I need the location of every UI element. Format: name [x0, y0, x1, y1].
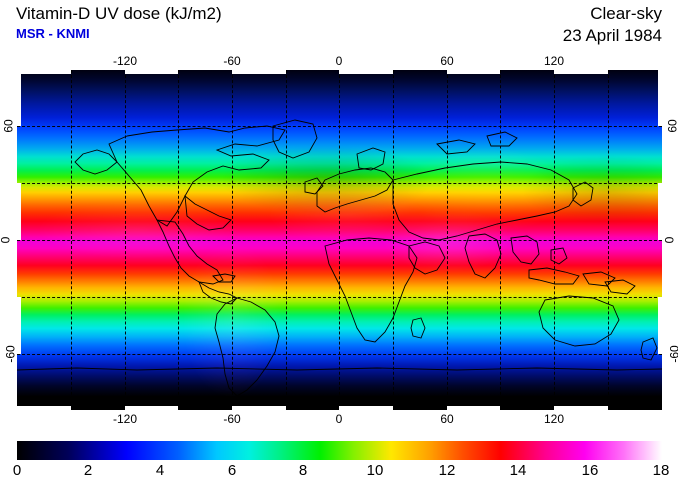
page-title: Vitamin-D UV dose (kJ/m2)	[16, 4, 222, 23]
axis-tick-bottom	[554, 406, 608, 410]
xtick-label-bottom: 120	[543, 412, 565, 426]
axis-tick-top	[125, 70, 178, 74]
gridline-lon-120e	[554, 70, 555, 410]
xtick-label-bottom: -120	[112, 412, 138, 426]
gridline-lon-30w	[286, 70, 287, 410]
axis-tick-left	[17, 70, 21, 126]
axis-tick-bottom	[447, 406, 500, 410]
axis-tick-bottom	[125, 406, 178, 410]
axis-tick-right	[658, 297, 662, 354]
gridline-lon-150w	[71, 70, 72, 410]
axis-tick-bottom	[339, 406, 393, 410]
graticule-grid	[17, 70, 662, 410]
xtick-label-bottom: 0	[335, 412, 343, 426]
xtick-label-top: 120	[543, 54, 565, 68]
colorbar-tick-label: 2	[83, 462, 93, 479]
axis-tick-bottom	[17, 406, 71, 410]
colorbar-tick-label: 6	[227, 462, 237, 479]
date-label: 23 April 1984	[562, 26, 662, 45]
axis-tick-top	[447, 70, 500, 74]
axis-tick-right	[658, 70, 662, 126]
colorbar-tick-label: 12	[438, 462, 456, 479]
ytick-label-right: -60	[667, 345, 678, 363]
colorbar-tick-label: 0	[12, 462, 22, 479]
data-source-label: MSR - KNMI	[16, 26, 90, 41]
axis-tick-left	[17, 297, 21, 354]
axis-tick-right	[658, 183, 662, 240]
xtick-label-bottom: 60	[440, 412, 454, 426]
ytick-label-right: 0	[662, 236, 677, 244]
axis-tick-top	[339, 70, 393, 74]
axis-tick-left	[17, 183, 21, 240]
sky-condition-label: Clear-sky	[590, 4, 662, 23]
ytick-label-left: -60	[3, 345, 18, 363]
colorbar-tick-label: 14	[509, 462, 527, 479]
colorbar	[17, 441, 662, 460]
colorbar-tick-label: 18	[652, 462, 670, 479]
ytick-label-left: 60	[1, 119, 16, 133]
gridline-lon-90e	[500, 70, 501, 410]
colorbar-tick-label: 8	[298, 462, 308, 479]
map-plot-area	[17, 70, 662, 410]
axis-tick-bottom	[232, 406, 286, 410]
axis-tick-top	[232, 70, 286, 74]
ytick-label-right: 60	[665, 119, 678, 133]
gridline-lon-0	[339, 70, 340, 410]
gridline-lon-90w	[178, 70, 179, 410]
ytick-label-left: 0	[0, 237, 12, 244]
xtick-label-top: -60	[223, 54, 241, 68]
axis-tick-top	[17, 70, 71, 74]
xtick-label-bottom: -60	[223, 412, 241, 426]
gridline-lon-60e	[447, 70, 448, 410]
axis-tick-top	[554, 70, 608, 74]
gridline-lon-30e	[393, 70, 394, 410]
gridline-lon-150e	[608, 70, 609, 410]
colorbar-tick-label: 10	[366, 462, 384, 479]
gridline-lon-120w	[125, 70, 126, 410]
colorbar-tick-label: 4	[155, 462, 165, 479]
xtick-label-top: 0	[335, 54, 343, 68]
colorbar-tick-label: 16	[581, 462, 599, 479]
xtick-label-top: -120	[112, 54, 138, 68]
xtick-label-top: 60	[440, 54, 454, 68]
gridline-lon-60w	[232, 70, 233, 410]
